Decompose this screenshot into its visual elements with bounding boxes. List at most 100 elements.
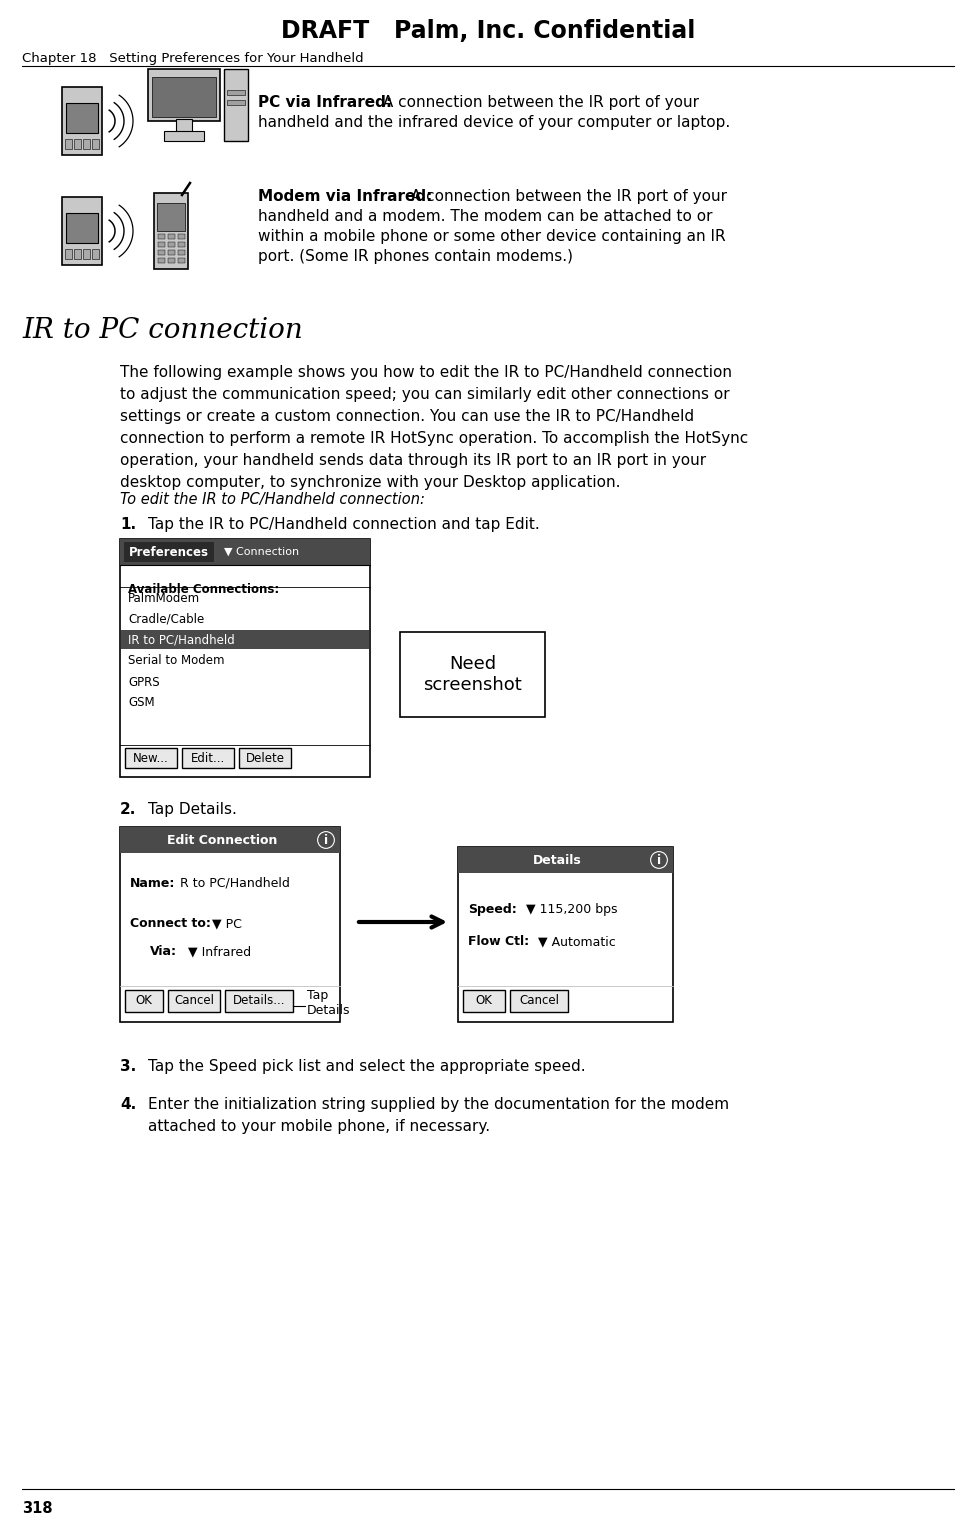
Text: A connection between the IR port of your: A connection between the IR port of your: [378, 95, 699, 111]
Bar: [239, 749, 291, 768]
Text: 4.: 4.: [120, 1097, 137, 1111]
Bar: [66, 214, 98, 243]
Bar: [227, 91, 245, 95]
Text: ▼ 115,200 bps: ▼ 115,200 bps: [526, 904, 618, 916]
Text: operation, your handheld sends data through its IR port to an IR port in your: operation, your handheld sends data thro…: [120, 453, 706, 467]
Text: IR to PC/Handheld: IR to PC/Handheld: [128, 633, 235, 647]
Text: GSM: GSM: [128, 696, 154, 710]
Text: within a mobile phone or some other device containing an IR: within a mobile phone or some other devi…: [258, 229, 725, 244]
Bar: [510, 990, 568, 1011]
Bar: [152, 77, 216, 117]
Bar: [158, 251, 165, 255]
Bar: [224, 69, 248, 141]
Text: IR to PC connection: IR to PC connection: [22, 317, 303, 344]
Bar: [168, 258, 175, 263]
Text: R to PC/Handheld: R to PC/Handheld: [180, 878, 290, 890]
Bar: [168, 241, 175, 247]
Text: Tap
Details: Tap Details: [307, 988, 350, 1017]
Bar: [164, 131, 204, 141]
Bar: [168, 990, 220, 1011]
Bar: [458, 847, 673, 1022]
Text: Speed:: Speed:: [468, 904, 516, 916]
Text: GPRS: GPRS: [128, 675, 160, 689]
Bar: [120, 539, 370, 778]
Text: 2.: 2.: [120, 802, 137, 818]
Text: Name:: Name:: [130, 878, 176, 890]
Text: attached to your mobile phone, if necessary.: attached to your mobile phone, if necess…: [148, 1119, 490, 1134]
Bar: [458, 847, 673, 873]
Text: 3.: 3.: [120, 1059, 137, 1074]
Bar: [74, 249, 81, 260]
Text: Edit...: Edit...: [191, 752, 225, 764]
Text: i: i: [657, 853, 661, 867]
Bar: [158, 241, 165, 247]
Text: Cradle/Cable: Cradle/Cable: [128, 613, 204, 626]
Bar: [125, 749, 177, 768]
Bar: [463, 990, 505, 1011]
Bar: [83, 249, 90, 260]
Bar: [120, 539, 370, 566]
Text: i: i: [324, 833, 328, 847]
Text: settings or create a custom connection. You can use the IR to PC/Handheld: settings or create a custom connection. …: [120, 409, 694, 424]
Bar: [168, 234, 175, 238]
Text: Details: Details: [533, 853, 582, 867]
Bar: [182, 749, 234, 768]
Bar: [120, 827, 340, 1022]
Bar: [92, 249, 99, 260]
Text: handheld and the infrared device of your computer or laptop.: handheld and the infrared device of your…: [258, 115, 730, 131]
Bar: [227, 100, 245, 105]
Text: Serial to Modem: Serial to Modem: [128, 655, 224, 667]
Text: port. (Some IR phones contain modems.): port. (Some IR phones contain modems.): [258, 249, 573, 264]
Bar: [62, 88, 102, 155]
Text: New...: New...: [133, 752, 169, 764]
Text: PC via Infrared:: PC via Infrared:: [258, 95, 392, 111]
Text: The following example shows you how to edit the IR to PC/Handheld connection: The following example shows you how to e…: [120, 364, 732, 380]
Text: Enter the initialization string supplied by the documentation for the modem: Enter the initialization string supplied…: [148, 1097, 729, 1111]
Text: Cancel: Cancel: [519, 994, 559, 1007]
Text: A connection between the IR port of your: A connection between the IR port of your: [406, 189, 727, 204]
Bar: [154, 194, 188, 269]
Bar: [125, 990, 163, 1011]
Text: Available Connections:: Available Connections:: [128, 583, 279, 596]
Bar: [178, 251, 185, 255]
Text: 318: 318: [22, 1502, 53, 1515]
Text: Tap the Speed pick list and select the appropriate speed.: Tap the Speed pick list and select the a…: [148, 1059, 586, 1074]
Bar: [178, 234, 185, 238]
Bar: [92, 138, 99, 149]
Bar: [225, 990, 293, 1011]
Text: DRAFT   Palm, Inc. Confidential: DRAFT Palm, Inc. Confidential: [281, 18, 695, 43]
Bar: [62, 197, 102, 264]
Text: Via:: Via:: [150, 945, 177, 958]
Bar: [65, 138, 72, 149]
Text: To edit the IR to PC/Handheld connection:: To edit the IR to PC/Handheld connection…: [120, 492, 425, 507]
Text: ▼ Infrared: ▼ Infrared: [188, 945, 251, 958]
Bar: [66, 103, 98, 134]
Bar: [157, 203, 185, 231]
Text: ▼ Connection: ▼ Connection: [224, 547, 299, 556]
Text: Edit Connection: Edit Connection: [167, 833, 277, 847]
Bar: [121, 630, 369, 649]
Bar: [178, 258, 185, 263]
Bar: [148, 69, 220, 121]
Text: Connect to:: Connect to:: [130, 918, 211, 930]
Text: Cancel: Cancel: [174, 994, 214, 1007]
Bar: [168, 251, 175, 255]
Text: Need
screenshot: Need screenshot: [424, 655, 522, 693]
Text: desktop computer, to synchronize with your Desktop application.: desktop computer, to synchronize with yo…: [120, 475, 621, 490]
Bar: [65, 249, 72, 260]
Bar: [158, 234, 165, 238]
Text: connection to perform a remote IR HotSync operation. To accomplish the HotSync: connection to perform a remote IR HotSyn…: [120, 430, 749, 446]
Text: Tap the IR to PC/Handheld connection and tap Edit.: Tap the IR to PC/Handheld connection and…: [148, 516, 540, 532]
Text: to adjust the communication speed; you can similarly edit other connections or: to adjust the communication speed; you c…: [120, 387, 730, 403]
Bar: [400, 632, 545, 716]
Text: OK: OK: [475, 994, 493, 1007]
Text: ▼ PC: ▼ PC: [212, 918, 242, 930]
Text: 1.: 1.: [120, 516, 136, 532]
Bar: [74, 138, 81, 149]
Text: Chapter 18   Setting Preferences for Your Handheld: Chapter 18 Setting Preferences for Your …: [22, 52, 364, 65]
Text: handheld and a modem. The modem can be attached to or: handheld and a modem. The modem can be a…: [258, 209, 712, 224]
Text: Preferences: Preferences: [129, 546, 209, 558]
Text: ▼ Automatic: ▼ Automatic: [538, 934, 616, 948]
Bar: [176, 118, 192, 134]
Bar: [158, 258, 165, 263]
